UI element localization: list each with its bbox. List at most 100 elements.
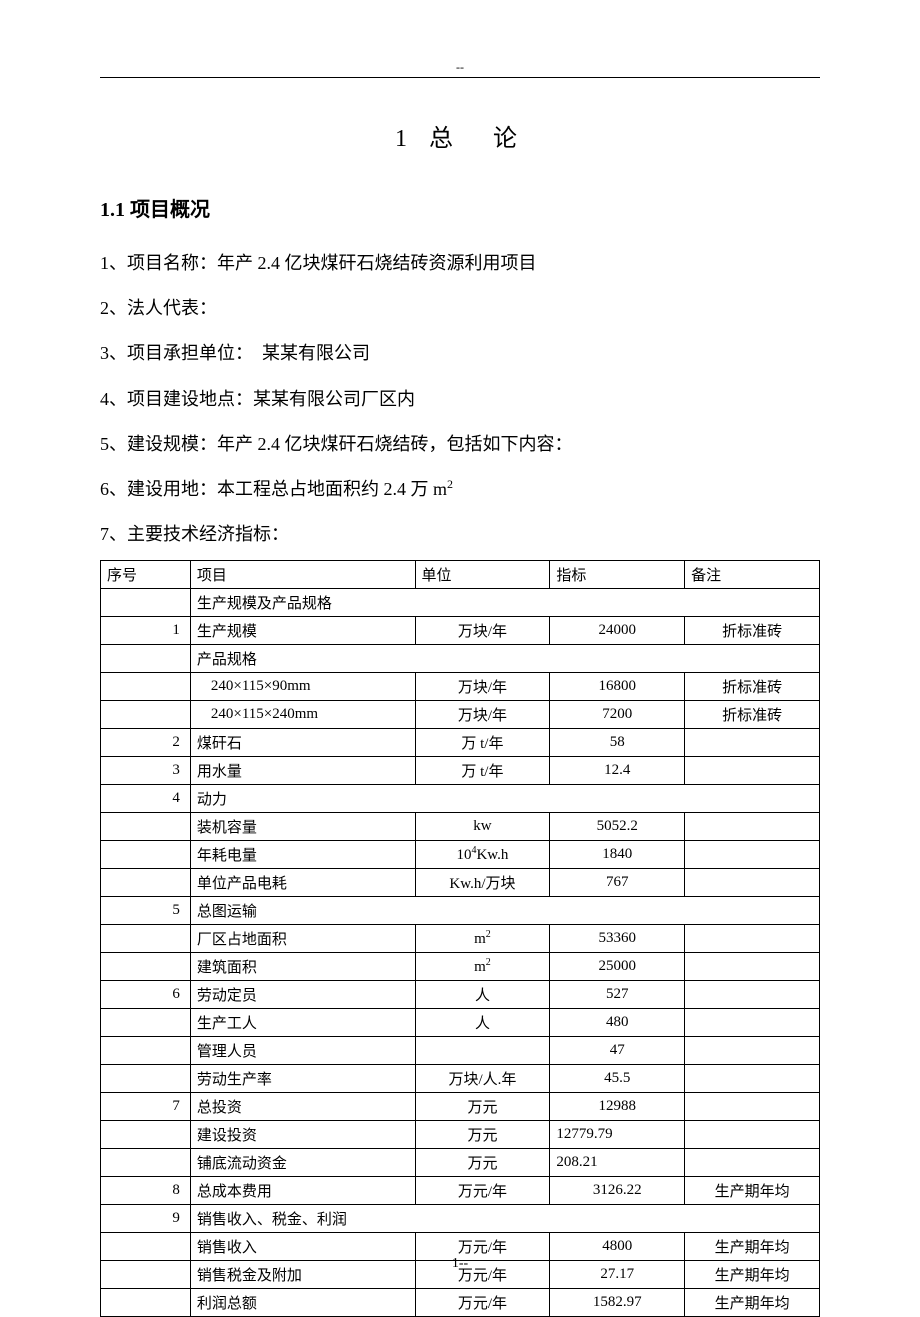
cell-note: 生产期年均 [685,1177,820,1205]
paragraph-4: 4、项目建设地点：某某有限公司厂区内 [100,378,820,421]
table-row: 生产工人人480 [101,1009,820,1037]
cell-unit: 万 t/年 [415,729,550,757]
table-row: 7总投资万元12988 [101,1093,820,1121]
cell-note [685,925,820,953]
cell-seq: 8 [101,1177,191,1205]
header-marker: -- [100,60,820,78]
cell-note [685,841,820,869]
cell-unit: 万元 [415,1093,550,1121]
cell-value: 12779.79 [550,1121,685,1149]
cell-unit: Kw.h/万块 [415,869,550,897]
cell-item: 240×115×90mm [190,673,415,701]
cell-value: 5052.2 [550,813,685,841]
cell-seq [101,701,191,729]
cell-note: 折标准砖 [685,617,820,645]
cell-item: 生产工人 [190,1009,415,1037]
cell-item: 建设投资 [190,1121,415,1149]
cell-unit: m2 [415,925,550,953]
table-row: 240×115×240mm万块/年7200折标准砖 [101,701,820,729]
table-row: 1生产规模万块/年24000折标准砖 [101,617,820,645]
paragraph-5: 5、建设规模：年产 2.4 亿块煤矸石烧结砖，包括如下内容： [100,423,820,466]
cell-unit: 万 t/年 [415,757,550,785]
cell-unit: 万元/年 [415,1289,550,1317]
cell-unit: 万元 [415,1149,550,1177]
indicators-table: 序号 项目 单位 指标 备注 生产规模及产品规格1生产规模万块/年24000折标… [100,560,820,1317]
cell-note [685,813,820,841]
cell-value: 480 [550,1009,685,1037]
cell-seq [101,925,191,953]
cell-seq [101,589,191,617]
cell-seq: 5 [101,897,191,925]
cell-seq [101,841,191,869]
table-row: 产品规格 [101,645,820,673]
cell-seq [101,953,191,981]
table-row: 9销售收入、税金、利润 [101,1205,820,1233]
cell-item-span: 动力 [190,785,819,813]
cell-value: 12988 [550,1093,685,1121]
table-row: 年耗电量104Kw.h1840 [101,841,820,869]
cell-unit: kw [415,813,550,841]
cell-unit: 万块/年 [415,617,550,645]
cell-item-span: 生产规模及产品规格 [190,589,819,617]
cell-seq [101,813,191,841]
cell-value: 3126.22 [550,1177,685,1205]
cell-item: 生产规模 [190,617,415,645]
table-row: 单位产品电耗Kw.h/万块767 [101,869,820,897]
cell-note [685,1065,820,1093]
cell-unit: 万块/人.年 [415,1065,550,1093]
cell-note: 折标准砖 [685,701,820,729]
cell-note: 折标准砖 [685,673,820,701]
cell-note [685,757,820,785]
cell-value: 47 [550,1037,685,1065]
table-row: 装机容量kw5052.2 [101,813,820,841]
cell-item: 劳动定员 [190,981,415,1009]
cell-seq [101,1037,191,1065]
cell-seq: 4 [101,785,191,813]
table-row: 管理人员47 [101,1037,820,1065]
cell-note [685,953,820,981]
cell-value: 7200 [550,701,685,729]
table-row: 3用水量万 t/年12.4 [101,757,820,785]
cell-unit: 万元/年 [415,1177,550,1205]
cell-seq: 3 [101,757,191,785]
cell-note [685,1037,820,1065]
cell-item: 总投资 [190,1093,415,1121]
cell-note [685,1009,820,1037]
cell-seq [101,1121,191,1149]
table-row: 5总图运输 [101,897,820,925]
header-item: 项目 [190,561,415,589]
cell-seq: 7 [101,1093,191,1121]
cell-item: 240×115×240mm [190,701,415,729]
table-header-row: 序号 项目 单位 指标 备注 [101,561,820,589]
cell-item: 总成本费用 [190,1177,415,1205]
cell-seq [101,1009,191,1037]
cell-note [685,1149,820,1177]
cell-item: 煤矸石 [190,729,415,757]
table-row: 生产规模及产品规格 [101,589,820,617]
header-seq: 序号 [101,561,191,589]
cell-value: 45.5 [550,1065,685,1093]
cell-item: 利润总额 [190,1289,415,1317]
table-row: 4动力 [101,785,820,813]
cell-value: 767 [550,869,685,897]
cell-unit: 万元 [415,1121,550,1149]
cell-unit: 万块/年 [415,673,550,701]
cell-note [685,869,820,897]
cell-unit: m2 [415,953,550,981]
table-row: 8总成本费用万元/年3126.22生产期年均 [101,1177,820,1205]
paragraph-2: 2、法人代表： [100,287,820,330]
cell-seq [101,1065,191,1093]
cell-note [685,981,820,1009]
cell-note: 生产期年均 [685,1289,820,1317]
cell-value: 1840 [550,841,685,869]
cell-note [685,729,820,757]
cell-seq: 9 [101,1205,191,1233]
cell-note [685,1093,820,1121]
cell-item: 单位产品电耗 [190,869,415,897]
cell-item-span: 产品规格 [190,645,819,673]
paragraph-7: 7、主要技术经济指标： [100,513,820,556]
cell-item: 装机容量 [190,813,415,841]
cell-item: 年耗电量 [190,841,415,869]
cell-unit [415,1037,550,1065]
cell-item-span: 销售收入、税金、利润 [190,1205,819,1233]
